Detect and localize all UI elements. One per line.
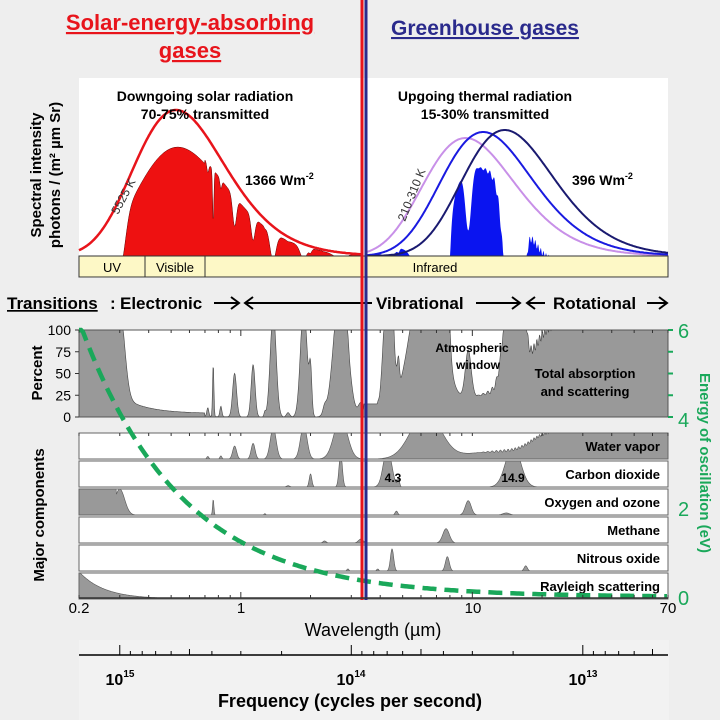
curve-260k [366,131,669,257]
component-panel [79,489,668,515]
right-title: Greenhouse gases [391,17,579,40]
wavelength-axis [78,330,669,599]
component-label: Rayleigh scattering [540,579,660,594]
solar-transmitted-fill [79,146,363,257]
spectra-ylabel-line2: photons / (m² µm Sr) [47,102,64,248]
transition-arrows [214,296,669,310]
wavelength-label: Wavelength (µm) [305,620,442,640]
percent-axis: 100 75 50 25 0 [48,322,673,425]
component-panel [79,573,668,599]
total-absorption-line1: Total absorption [535,366,636,381]
spectra-ylabel-line1: Spectral intensity [28,112,45,238]
energy-axis: 6 4 2 0 [678,321,689,610]
freq-tick: 1015 [106,669,135,689]
percent-tick: 100 [48,322,72,338]
transition-rotational: Rotational [553,294,636,313]
band-uv: UV [103,260,121,275]
component-panel [79,545,668,571]
energy-axis-label: Energy of oscillation (eV) [696,373,713,553]
major-components-label: Major components [31,448,48,581]
panel-frame [78,572,669,600]
arrow-left-icon [243,296,372,310]
solar-title: Downgoing solar radiation [117,88,294,104]
panel-frame [78,432,669,460]
percent-tick: 75 [55,344,71,360]
panel-frame [78,516,669,544]
thermal-flux: 396 Wm-2 [572,171,633,188]
arrow-right-icon [647,296,669,310]
left-title-line2: gases [159,38,221,63]
panel-frame [78,488,669,516]
co2-band-14.9: 14.9 [501,471,525,485]
band-visible: Visible [156,260,194,275]
energy-tick: 0 [678,588,689,610]
component-panels: Water vapor Carbon dioxide Oxygen and ozon… [78,432,669,600]
x-tick: 70 [660,600,677,617]
transitions-colon: : [110,294,116,313]
percent-tick: 0 [63,409,71,425]
component-panel [79,517,668,543]
component-label: Carbon dioxide [565,467,660,482]
solar-blackbody-curve [78,108,362,256]
thermal-title: Upgoing thermal radiation [398,88,572,104]
percent-tick: 25 [55,387,71,403]
atmospheric-window-line1: Atmospheric [435,341,509,355]
total-absorption-line2: and scattering [541,384,630,399]
x-tick: 1 [237,600,245,617]
arrow-left-icon [525,296,545,310]
panel-frame [78,460,669,488]
frequency-axis [79,645,668,656]
energy-tick: 6 [678,321,689,343]
component-label: Oxygen and ozone [544,495,660,510]
transitions-label: Transitions [7,294,98,313]
solar-subtitle: 70-75% transmitted [141,106,269,122]
band-strip [78,255,669,278]
x-tick: 0.2 [69,600,90,617]
left-title-line1: Solar-energy-absorbing [66,10,314,35]
band-infrared: Infrared [413,260,458,275]
co2-band-4.3: 4.3 [385,471,402,485]
atmospheric-window-line2: window [455,358,501,372]
thermal-subtitle: 15-30% transmitted [421,106,549,122]
curve-310k [366,137,668,257]
freq-tick: 1014 [337,669,366,689]
percent-tick: 50 [55,366,71,382]
energy-tick: 4 [678,410,689,432]
frequency-label: Frequency (cycles per second) [218,691,482,711]
arrow-right-icon [214,296,241,310]
spectra-curves [78,108,669,257]
x-tick: 10 [465,600,482,617]
solar-flux: 1366 Wm-2 [245,171,314,188]
transition-vibrational: Vibrational [376,294,464,313]
component-label: Water vapor [585,439,660,454]
arrow-right-icon [476,296,522,310]
transition-electronic: Electronic [120,294,202,313]
curve-210k [367,129,669,257]
energy-tick: 2 [678,499,689,521]
panel-frame [78,544,669,572]
percent-label: Percent [29,345,46,400]
component-label: Methane [607,523,660,538]
component-label: Nitrous oxide [577,551,660,566]
freq-tick: 1013 [569,669,598,689]
component-panel [79,461,668,487]
